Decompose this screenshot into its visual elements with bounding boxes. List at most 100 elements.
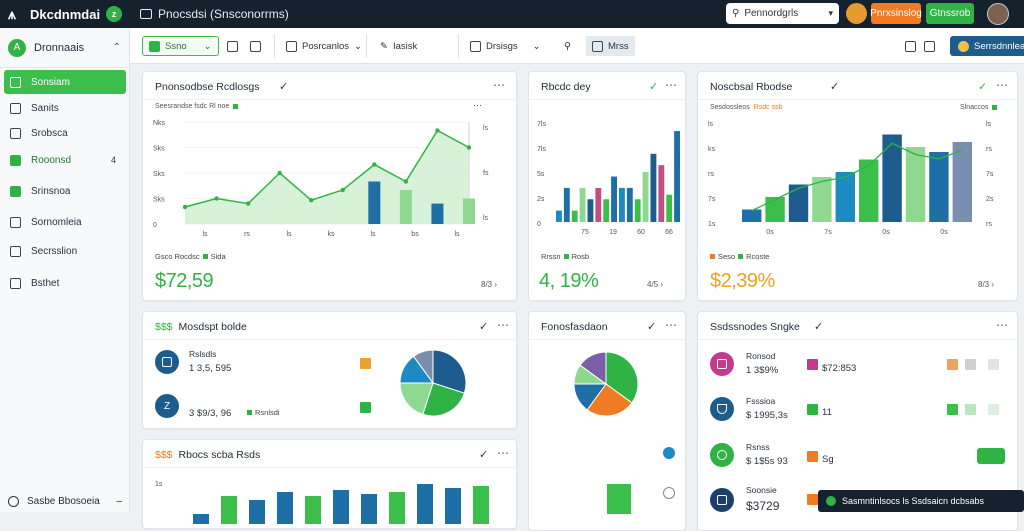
- list-view-button[interactable]: [227, 36, 238, 56]
- lock-button[interactable]: [250, 36, 261, 56]
- toolbar-button-2[interactable]: ✎ Iasisk: [380, 36, 417, 56]
- bar: [368, 181, 381, 224]
- sidebar-item-label: Sonsiam: [31, 76, 70, 88]
- radio-icon[interactable]: [663, 487, 675, 499]
- bar: [642, 172, 649, 222]
- more-icon[interactable]: ⋯: [665, 78, 678, 92]
- legend-swatch: [807, 359, 818, 370]
- sidebar-item-6[interactable]: Secrsslion: [4, 239, 126, 263]
- check-icon[interactable]: ✓: [279, 81, 289, 93]
- app-name: Dkcdnmdai: [30, 6, 101, 22]
- user-icon: [710, 352, 734, 376]
- primary-dropdown[interactable]: Ssno ⌄: [142, 36, 219, 56]
- sidebar-header[interactable]: A Dronnaais ⌃: [0, 28, 129, 68]
- y2-tick-label: rs: [986, 146, 992, 153]
- data-point: [403, 179, 409, 184]
- chevron-right-icon[interactable]: ›: [991, 280, 995, 289]
- check-icon[interactable]: ✓: [814, 321, 824, 333]
- sidebar-item-7[interactable]: Bsthet: [4, 271, 126, 295]
- more-icon[interactable]: ⋯: [996, 318, 1009, 332]
- toggle-switch[interactable]: [977, 448, 1005, 464]
- row-label: Ronsod: [746, 351, 776, 361]
- data-point: [214, 196, 219, 201]
- green-button[interactable]: Gtnssrob: [926, 3, 974, 24]
- card-title-text: Ssdssnodes Sngke: [710, 321, 800, 333]
- app-logo[interactable]: ⩚ Dkcdnmdai z: [0, 6, 130, 22]
- more-icon[interactable]: ⋯: [473, 100, 483, 110]
- sidebar-item-label: Secrsslion: [31, 245, 78, 257]
- sidebar-item-4[interactable]: Srinsnoa: [4, 179, 126, 203]
- more-icon[interactable]: ⋯: [665, 318, 678, 332]
- sidebar-item-1[interactable]: Sanits: [4, 96, 126, 120]
- notification-toast[interactable]: Sasmntinlsocs ls Ssdsaicn dcbsabs: [818, 490, 1024, 512]
- subtitle-text-2: Rosb: [571, 252, 590, 261]
- sidebar-item-2[interactable]: Srobsca: [4, 121, 126, 145]
- more-icon[interactable]: ⋯: [996, 78, 1009, 92]
- divider: [366, 34, 367, 58]
- card-title-text: Mosdspt bolde: [178, 321, 247, 333]
- toolbar-label: Iasisk: [392, 40, 418, 52]
- row-value: 3 $9/3, 96: [189, 408, 231, 419]
- subtitle-text-2: Sida: [210, 252, 226, 261]
- check-icon[interactable]: ✓: [649, 81, 659, 93]
- pagination[interactable]: 8/3 ›: [481, 280, 497, 289]
- frame-icon: [470, 40, 481, 52]
- layout-button[interactable]: [905, 36, 916, 56]
- toggle-dot-icon[interactable]: [663, 447, 675, 459]
- profile-avatar[interactable]: [987, 3, 1009, 25]
- chevron-right-icon[interactable]: ›: [660, 280, 664, 289]
- user-avatar-small[interactable]: [846, 3, 867, 24]
- more-icon[interactable]: ⋯: [493, 78, 506, 92]
- check-icon[interactable]: ✓: [479, 449, 489, 461]
- settings-icon: [10, 245, 21, 257]
- bar: [305, 496, 321, 524]
- row-value: $3729: [746, 499, 780, 513]
- search-tool-button[interactable]: ⚲: [564, 36, 571, 56]
- x-tick-label: 7s: [824, 229, 832, 236]
- toolbar-button-1[interactable]: Posrcanlos ⌄: [286, 36, 362, 56]
- chevron-right-icon[interactable]: ›: [494, 280, 498, 289]
- cta-button[interactable]: Serrsdnnlea: [950, 36, 1024, 56]
- sidebar-item-0[interactable]: Sonsiam: [4, 70, 126, 94]
- more-icon[interactable]: ⋯: [497, 446, 510, 460]
- sidebar-item-label: Bsthet: [31, 277, 60, 289]
- check-icon[interactable]: ✓: [978, 81, 988, 93]
- sidebar-item-label: Sornomleia: [31, 216, 82, 228]
- x-tick-label: rs: [244, 231, 250, 238]
- check-icon[interactable]: ✓: [647, 321, 657, 333]
- card-title: Ssdssnodes Sngke: [710, 321, 800, 333]
- check-icon[interactable]: ✓: [479, 321, 489, 333]
- row-label: Rslsdls: [189, 349, 217, 359]
- x-tick-label: 0s: [882, 229, 890, 236]
- window-title-text: Pnocsdsi (Snsconorrms): [158, 7, 289, 21]
- legend-swatch: [965, 359, 976, 370]
- pagination[interactable]: 4/5 ›: [647, 280, 663, 289]
- bar: [788, 184, 809, 222]
- search-box[interactable]: ⚲ Pennordgrls ▾: [726, 3, 839, 24]
- bar: [221, 496, 237, 524]
- sidebar-item-3[interactable]: Rooonsd 4: [4, 148, 126, 172]
- x-tick-label: 66: [665, 229, 673, 236]
- pagination[interactable]: 8/3 ›: [978, 280, 994, 289]
- more-icon[interactable]: ⋯: [497, 318, 510, 332]
- cta-label: Serrsdnnlea: [974, 40, 1024, 52]
- calendar-icon: Z: [155, 394, 179, 418]
- sidebar-footer[interactable]: Sasbe Bbosoeia –: [8, 496, 122, 507]
- toolbar-button-3[interactable]: Drsisgs ⌄: [470, 36, 541, 56]
- sidebar-item-5[interactable]: Sornomleia: [4, 210, 126, 234]
- data-point: [372, 162, 377, 167]
- orange-button[interactable]: Pnrxsinslog: [870, 3, 922, 24]
- card-title: Rbcdc dey: [541, 81, 591, 93]
- chat-button[interactable]: [924, 36, 935, 56]
- y-tick-label: 7ls: [537, 121, 546, 128]
- card-daily: Rbcdc dey ✓ ⋯ 7ls 7ls 5s 2s 0 75 19 60 66 Rrssn R…: [528, 71, 686, 301]
- collapse-icon[interactable]: –: [116, 496, 122, 507]
- pie-slice: [399, 382, 434, 416]
- search-input[interactable]: Pennordgrls: [744, 8, 799, 19]
- bar: [333, 490, 349, 524]
- toolbar-button-4[interactable]: Mrss: [586, 36, 635, 56]
- check-icon[interactable]: ✓: [830, 81, 840, 93]
- data-point: [435, 128, 440, 133]
- sidebar-footer-label: Sasbe Bbosoeia: [27, 496, 100, 507]
- legend-swatch: [965, 404, 976, 415]
